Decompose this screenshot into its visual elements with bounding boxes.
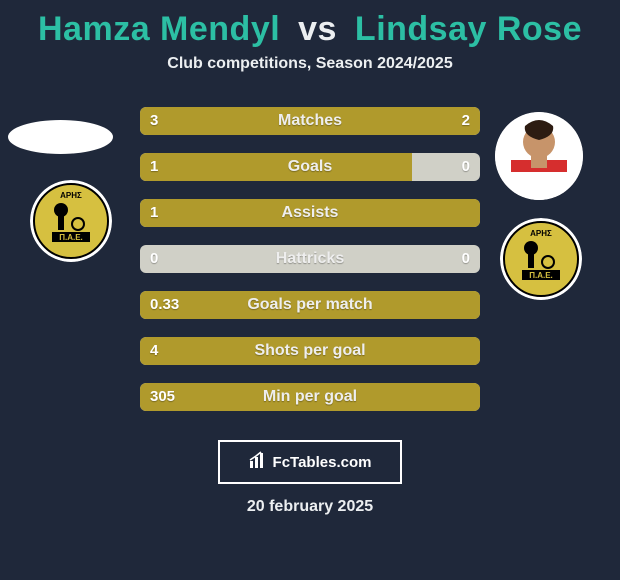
stat-bar-min-per-goal: Min per goal305 <box>140 383 480 411</box>
stat-bar-label: Hattricks <box>140 245 480 273</box>
stat-bar-shots-per-goal: Shots per goal4 <box>140 337 480 365</box>
stat-bar-matches: Matches3 2 <box>140 107 480 135</box>
stat-bar-label: Goals <box>140 153 480 181</box>
stat-bar-goals-per-match: Goals per match0.33 <box>140 291 480 319</box>
stat-bar-left-value: 3 <box>150 107 158 135</box>
stat-bar-left-value: 1 <box>150 199 158 227</box>
page-title: Hamza Mendyl vs Lindsay Rose <box>0 0 620 49</box>
stat-bar-label: Matches <box>140 107 480 135</box>
brand-box: FcTables.com <box>218 440 402 484</box>
stat-bar-label: Goals per match <box>140 291 480 319</box>
title-player-left: Hamza Mendyl <box>38 10 280 48</box>
stat-bar-left-value: 305 <box>150 383 175 411</box>
stat-bar-right-value: 0 <box>462 245 470 273</box>
stat-bar-right-value: 2 <box>462 107 470 135</box>
stat-bar-left-value: 4 <box>150 337 158 365</box>
date-label: 20 february 2025 <box>0 498 620 516</box>
title-vs: vs <box>298 10 337 48</box>
stat-bar-right-value: 0 <box>462 153 470 181</box>
stat-bar-goals: Goals1 0 <box>140 153 480 181</box>
brand-label: FcTables.com <box>273 454 372 471</box>
subtitle: Club competitions, Season 2024/2025 <box>0 55 620 73</box>
stat-bar-left-value: 1 <box>150 153 158 181</box>
title-player-right: Lindsay Rose <box>355 10 582 48</box>
stat-bar-label: Shots per goal <box>140 337 480 365</box>
comparison-infographic: Hamza Mendyl vs Lindsay Rose Club compet… <box>0 0 620 580</box>
bars-container: Matches32Goals10Assists1Hattricks00Goals… <box>140 107 480 429</box>
stat-bar-hattricks: Hattricks0 0 <box>140 245 480 273</box>
stat-bar-left-value: 0 <box>150 245 158 273</box>
chart-icon <box>249 451 267 473</box>
stats-area: Matches32Goals10Assists1Hattricks00Goals… <box>0 107 620 427</box>
stat-bar-label: Assists <box>140 199 480 227</box>
stat-bar-label: Min per goal <box>140 383 480 411</box>
stat-bar-assists: Assists1 <box>140 199 480 227</box>
stat-bar-left-value: 0.33 <box>150 291 179 319</box>
